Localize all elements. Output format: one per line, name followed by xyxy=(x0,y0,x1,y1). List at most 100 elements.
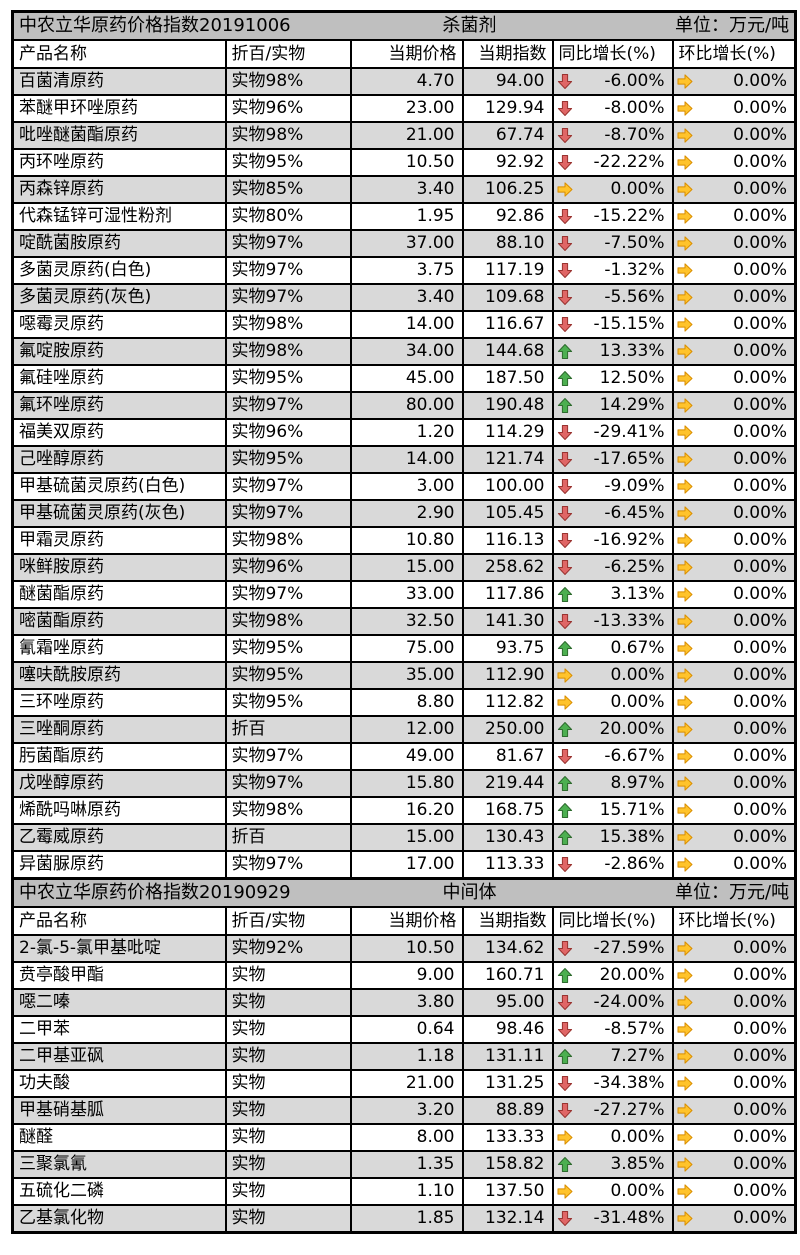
product-name-cell: 氟啶胺原药 xyxy=(11,337,227,366)
up-arrow-icon xyxy=(557,370,573,387)
mom-growth-cell: 0.00% xyxy=(671,796,797,825)
product-name-cell: 三唑酮原药 xyxy=(11,715,227,744)
right-arrow-icon xyxy=(677,559,693,576)
yoy-growth-cell: 8.97% xyxy=(551,769,674,798)
up-arrow-icon xyxy=(557,640,573,657)
price-cell: 1.20 xyxy=(349,418,464,447)
product-name-cell: 氟环唑原药 xyxy=(11,391,227,420)
column-header-price: 当期价格 xyxy=(349,39,464,69)
product-name-cell: 噁霉灵原药 xyxy=(11,310,227,339)
price-cell: 35.00 xyxy=(349,661,464,690)
right-arrow-icon xyxy=(677,532,693,549)
yoy-growth-cell: -13.33% xyxy=(551,607,674,636)
price-cell: 3.75 xyxy=(349,256,464,285)
product-name-cell: 吡唑醚菌酯原药 xyxy=(11,121,227,150)
yoy-value: 14.29% xyxy=(599,395,665,416)
mom-value: 0.00% xyxy=(733,1208,788,1229)
right-arrow-icon xyxy=(677,613,693,630)
index-cell: 106.25 xyxy=(461,175,554,204)
spec-cell: 实物98% xyxy=(224,310,352,339)
table-row: 2-氯-5-氯甲基吡啶 实物92% 10.50 134.62 -27.59% 0… xyxy=(11,934,797,963)
price-cell: 15.00 xyxy=(349,823,464,852)
product-name-cell: 丙森锌原药 xyxy=(11,175,227,204)
down-arrow-icon xyxy=(557,748,573,765)
yoy-growth-cell: 12.50% xyxy=(551,364,674,393)
index-cell: 219.44 xyxy=(461,769,554,798)
yoy-value: -6.67% xyxy=(604,746,665,767)
spec-cell: 实物97% xyxy=(224,742,352,771)
yoy-value: -24.00% xyxy=(593,992,665,1013)
spec-cell: 实物 xyxy=(224,1150,352,1179)
up-arrow-icon xyxy=(557,967,573,984)
spec-cell: 实物96% xyxy=(224,94,352,123)
yoy-value: -1.32% xyxy=(604,260,665,281)
right-arrow-icon xyxy=(677,289,693,306)
price-cell: 1.18 xyxy=(349,1042,464,1071)
up-arrow-icon xyxy=(557,397,573,414)
product-name-cell: 甲基硫菌灵原药(白色) xyxy=(11,472,227,501)
right-arrow-icon xyxy=(677,208,693,225)
right-arrow-icon xyxy=(677,694,693,711)
yoy-growth-cell: -17.65% xyxy=(551,445,674,474)
yoy-growth-cell: -8.57% xyxy=(551,1015,674,1044)
price-cell: 3.40 xyxy=(349,283,464,312)
yoy-growth-cell: -7.50% xyxy=(551,229,674,258)
yoy-value: 20.00% xyxy=(599,719,665,740)
table-row: 己唑醇原药 实物95% 14.00 121.74 -17.65% 0.00% xyxy=(11,445,797,474)
mom-value: 0.00% xyxy=(733,773,788,794)
yoy-growth-cell: 3.85% xyxy=(551,1150,674,1179)
price-cell: 75.00 xyxy=(349,634,464,663)
down-arrow-icon xyxy=(557,613,573,630)
mom-growth-cell: 0.00% xyxy=(671,94,797,123)
yoy-growth-cell: 15.38% xyxy=(551,823,674,852)
right-arrow-icon xyxy=(677,478,693,495)
product-name-cell: 三聚氯氰 xyxy=(11,1150,227,1179)
right-arrow-icon xyxy=(557,694,573,711)
table-row: 啶酰菌胺原药 实物97% 37.00 88.10 -7.50% 0.00% xyxy=(11,229,797,258)
product-name-cell: 多菌灵原药(灰色) xyxy=(11,283,227,312)
price-cell: 3.00 xyxy=(349,472,464,501)
index-cell: 112.90 xyxy=(461,661,554,690)
yoy-value: -8.00% xyxy=(604,98,665,119)
mom-value: 0.00% xyxy=(733,341,788,362)
yoy-value: -9.09% xyxy=(604,476,665,497)
right-arrow-icon xyxy=(677,451,693,468)
spec-cell: 实物 xyxy=(224,1042,352,1071)
product-name-cell: 功夫酸 xyxy=(11,1069,227,1098)
index-cell: 100.00 xyxy=(461,472,554,501)
yoy-value: 0.67% xyxy=(610,638,665,659)
column-header-product: 产品名称 xyxy=(11,39,227,69)
index-cell: 117.86 xyxy=(461,580,554,609)
mom-value: 0.00% xyxy=(733,854,788,875)
index-cell: 92.86 xyxy=(461,202,554,231)
mom-value: 0.00% xyxy=(733,98,788,119)
spec-cell: 实物95% xyxy=(224,364,352,393)
table-header-row: 产品名称 折百/实物 当期价格 当期指数 同比增长(%) 环比增长(%) xyxy=(11,906,797,936)
right-arrow-icon xyxy=(677,586,693,603)
price-cell: 33.00 xyxy=(349,580,464,609)
mom-growth-cell: 0.00% xyxy=(671,121,797,150)
table-row: 三聚氯氰 实物 1.35 158.82 3.85% 0.00% xyxy=(11,1150,797,1179)
price-cell: 1.95 xyxy=(349,202,464,231)
yoy-growth-cell: -2.86% xyxy=(551,850,674,880)
index-cell: 132.14 xyxy=(461,1204,554,1234)
index-cell: 95.00 xyxy=(461,988,554,1017)
price-cell: 23.00 xyxy=(349,94,464,123)
mom-value: 0.00% xyxy=(733,638,788,659)
mom-growth-cell: 0.00% xyxy=(671,256,797,285)
spec-cell: 折百 xyxy=(224,823,352,852)
up-arrow-icon xyxy=(557,829,573,846)
down-arrow-icon xyxy=(557,208,573,225)
yoy-growth-cell: -9.09% xyxy=(551,472,674,501)
mom-growth-cell: 0.00% xyxy=(671,934,797,963)
down-arrow-icon xyxy=(557,532,573,549)
product-name-cell: 戊唑醇原药 xyxy=(11,769,227,798)
mom-growth-cell: 0.00% xyxy=(671,283,797,312)
yoy-growth-cell: 0.00% xyxy=(551,688,674,717)
mom-growth-cell: 0.00% xyxy=(671,961,797,990)
down-arrow-icon xyxy=(557,316,573,333)
price-cell: 1.85 xyxy=(349,1204,464,1234)
right-arrow-icon xyxy=(677,343,693,360)
spec-cell: 实物 xyxy=(224,1069,352,1098)
price-index-table: 中农立华原药价格指数20190929 中间体 单位：万元/吨 产品名称 折百/实… xyxy=(11,877,798,1234)
